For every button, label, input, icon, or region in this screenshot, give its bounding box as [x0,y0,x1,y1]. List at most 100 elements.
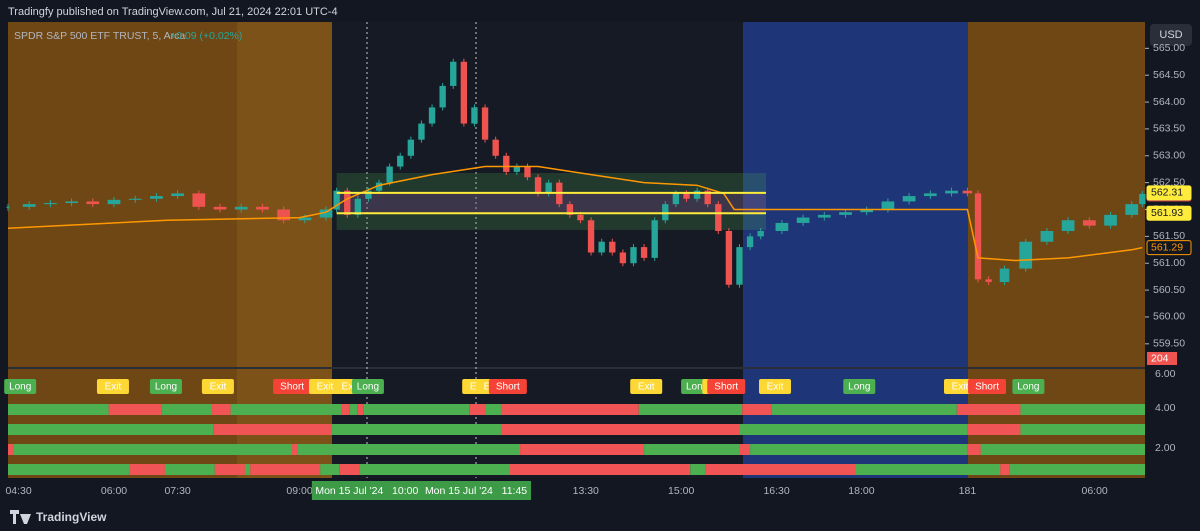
candle [213,206,227,210]
signal-badge [273,379,312,394]
y-tick-label: 4.00 [1155,402,1176,414]
candle [128,198,142,200]
candle [746,236,754,248]
price-badge [1146,205,1192,221]
candle [1104,214,1117,226]
state-strip [341,404,350,415]
state-strip [359,464,510,475]
candle [736,247,743,285]
candle [354,198,362,215]
candle [298,217,312,221]
candle [86,201,100,205]
state-strip [855,464,1001,475]
state-strip [349,404,358,415]
price-badge [1146,240,1192,256]
signal-badge [843,379,876,394]
signal-label: Long [686,382,708,393]
signal-badge [201,379,234,394]
candle [651,220,658,258]
state-strip [8,404,109,415]
y-tick-label: 2.00 [1155,442,1176,454]
candle [974,193,982,280]
candle [407,139,415,156]
candle [1125,204,1139,215]
state-strip [320,464,340,475]
candle [902,196,916,202]
candle [1139,193,1146,205]
candle [234,206,248,210]
candle [693,190,701,199]
state-strip [500,424,740,435]
signal-badge [149,379,182,394]
x-tick-label: 06:00 [101,485,127,497]
y-tick-label: 6.00 [1155,368,1176,380]
candle [619,252,627,264]
candle [1061,220,1075,231]
candle [1040,230,1054,242]
signal-label: Short [975,382,999,393]
signal-badge [96,379,129,394]
y-tick-label: 564.00 [1153,96,1185,108]
state-strip [108,404,162,415]
state-strip [8,424,214,435]
candle [704,190,711,205]
x-tick-label: 04:30 [5,485,31,497]
x-tick-label: 07:30 [164,485,190,497]
state-strip [485,404,501,415]
x-tick-label: 16:30 [763,485,789,497]
candle [418,123,425,140]
y-tick-label: 565.00 [1153,42,1185,54]
candle [450,61,457,86]
signal-badge [707,379,746,394]
currency-button[interactable] [1150,24,1192,46]
signal-label: Long [1017,382,1039,393]
currency[interactable]: USD [1159,29,1182,41]
crosshair-label: Mon 15 Jul '24 10:00 [315,485,418,497]
candle [672,193,680,205]
candle [524,166,531,178]
signal-badge [4,379,37,394]
candle [860,209,874,213]
state-strip [742,404,772,415]
candle [662,204,669,221]
signal-badge [308,379,341,394]
zone [336,192,766,214]
price-badge [1146,185,1192,201]
state-strip [739,424,968,435]
candle [439,85,446,108]
volume-badge [1147,352,1177,365]
state-strip [509,464,691,475]
signal-label: Exit [210,382,227,393]
candle [492,139,499,156]
candle [171,193,184,197]
candle [534,177,542,194]
signal-label: Short [280,382,304,393]
state-strip [13,444,293,455]
symbol-title: SPDR S&P 500 ETF TRUST, 5, Arca [14,30,185,42]
candle [481,107,489,140]
signal-label: Exit [105,382,122,393]
signal-label: Long [9,382,31,393]
state-strip [644,444,740,455]
candle [503,155,510,172]
candle [386,166,393,183]
candle [609,241,616,253]
state-strip [1009,464,1145,475]
y-tick-label: 561.50 [1153,230,1185,242]
x-tick-label: 06:00 [1082,485,1108,497]
state-strip [469,404,486,415]
y-tick-label: 559.50 [1153,338,1185,350]
candle [630,247,637,264]
crosshair-label: Mon 15 Jul '24 11:45 [425,485,527,497]
volume-label: 204 [1151,352,1169,364]
candle [985,279,992,283]
candle [22,204,36,207]
candle [796,217,810,223]
candle [150,196,163,199]
state-strip [967,444,981,455]
signal-badge [968,379,1007,394]
candle [256,206,269,210]
candle [471,107,478,124]
